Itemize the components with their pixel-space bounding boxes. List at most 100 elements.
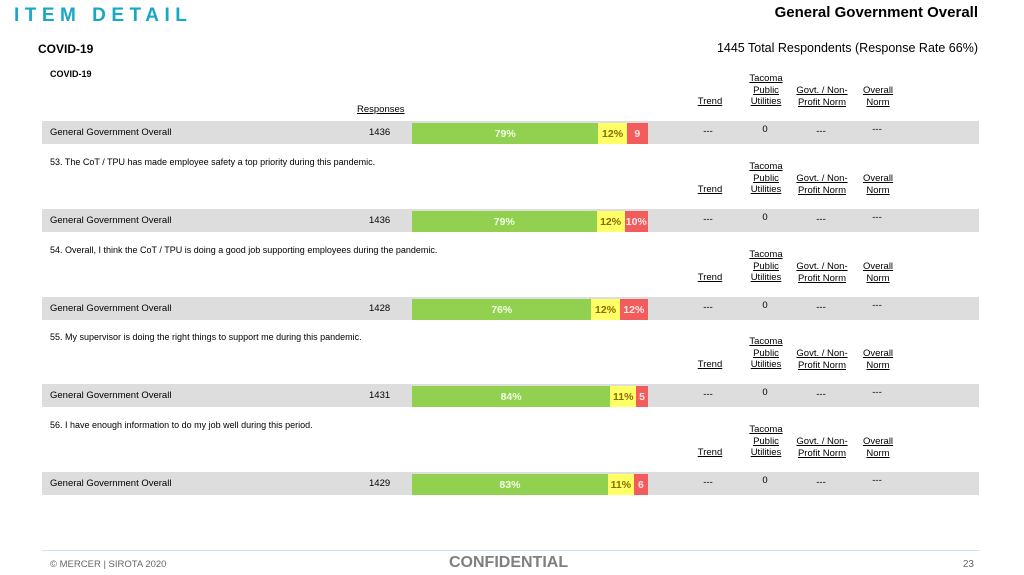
- row-label: General Government Overall: [50, 390, 172, 401]
- response-count: 1428: [369, 303, 391, 314]
- govt-norm-value: ---: [816, 389, 826, 400]
- tpu-header-line: Utilities: [750, 184, 782, 195]
- govt-norm-header-line: Profit Norm: [797, 447, 847, 459]
- overall-norm-value: ---: [872, 212, 882, 223]
- unfavorable-segment: 9: [626, 123, 648, 144]
- overall-norm-header-line: Overall: [862, 85, 894, 96]
- neutral-segment: 12%: [596, 211, 625, 232]
- overall-norm-header-line: Overall: [862, 436, 894, 447]
- trend-value: ---: [703, 302, 713, 313]
- tpu-header-line: Public: [753, 172, 779, 184]
- favorable-segment: 76%: [412, 299, 592, 320]
- overall-norm-header-line: Norm: [866, 96, 890, 108]
- govt-norm-value: ---: [816, 214, 826, 225]
- govt-norm-header-line: Govt. / Non-: [796, 436, 848, 447]
- govt-norm-header-line: Govt. / Non-: [796, 348, 848, 359]
- overall-norm-header: Overall Norm: [858, 85, 898, 108]
- overall-norm-value: ---: [872, 124, 882, 135]
- overall-norm-header-line: Norm: [866, 272, 890, 284]
- confidential-label: CONFIDENTIAL: [449, 554, 569, 571]
- neutral-segment: 12%: [591, 299, 620, 320]
- neutral-segment: 11%: [607, 474, 634, 495]
- tpu-header-line: Public: [753, 435, 779, 447]
- tpu-value: 0: [762, 212, 768, 223]
- question-text: COVID-19: [50, 69, 92, 79]
- response-count: 1436: [369, 127, 391, 138]
- neutral-segment: 12%: [598, 123, 627, 144]
- tpu-header: Tacoma Public Utilities: [741, 73, 791, 108]
- tpu-header-line: Tacoma: [749, 336, 783, 347]
- trend-value: ---: [703, 389, 713, 400]
- overall-norm-value: ---: [872, 387, 882, 398]
- page-title: ITEM DETAIL: [14, 5, 193, 26]
- govt-norm-header-line: Profit Norm: [797, 184, 847, 196]
- table-row: General Government Overall 1436 79% 12% 9 ---…: [42, 121, 979, 144]
- tpu-header-line: Tacoma: [749, 161, 783, 172]
- overall-norm-header-line: Norm: [866, 447, 890, 459]
- overall-norm-header: Overall Norm: [858, 173, 898, 196]
- tpu-header-line: Tacoma: [749, 249, 783, 260]
- overall-norm-header-line: Overall: [862, 348, 894, 359]
- favorable-segment: 79%: [412, 123, 599, 144]
- govt-norm-header-line: Profit Norm: [797, 359, 847, 371]
- govt-norm-header: Govt. / Non- Profit Norm: [792, 348, 852, 371]
- report-name: General Government Overall: [774, 4, 978, 21]
- govt-norm-header: Govt. / Non- Profit Norm: [792, 261, 852, 284]
- table-row: General Government Overall 1428 76% 12% 12% -…: [42, 297, 979, 320]
- section-subtitle: COVID-19: [38, 42, 94, 56]
- overall-norm-header-line: Overall: [862, 261, 894, 272]
- tpu-header-line: Public: [753, 347, 779, 359]
- table-row: General Government Overall 1436 79% 12% 10% -…: [42, 209, 979, 232]
- footer-divider: [42, 550, 979, 551]
- row-label: General Government Overall: [50, 127, 172, 138]
- stacked-bar: 84% 11% 5: [412, 386, 648, 407]
- govt-norm-header-line: Profit Norm: [797, 272, 847, 284]
- tpu-header-line: Utilities: [750, 447, 782, 458]
- neutral-segment: 11%: [610, 386, 637, 407]
- tpu-value: 0: [762, 475, 768, 486]
- overall-norm-header: Overall Norm: [858, 436, 898, 459]
- tpu-header: Tacoma Public Utilities: [741, 161, 791, 196]
- question-text: 54. Overall, I think the CoT / TPU is do…: [50, 245, 438, 255]
- row-label: General Government Overall: [50, 215, 172, 226]
- trend-value: ---: [703, 126, 713, 137]
- govt-norm-header: Govt. / Non- Profit Norm: [792, 85, 852, 108]
- overall-norm-header: Overall Norm: [858, 348, 898, 371]
- favorable-segment: 84%: [412, 386, 611, 407]
- tpu-header-line: Tacoma: [749, 424, 783, 435]
- overall-norm-value: ---: [872, 475, 882, 486]
- tpu-header-line: Utilities: [750, 359, 782, 370]
- trend-header: Trend: [697, 272, 723, 283]
- tpu-value: 0: [762, 124, 768, 135]
- tpu-header-line: Utilities: [750, 272, 782, 283]
- question-text: 53. The CoT / TPU has made employee safe…: [50, 157, 376, 167]
- govt-norm-value: ---: [816, 302, 826, 313]
- copyright: © MERCER | SIROTA 2020: [50, 559, 167, 570]
- unfavorable-segment: 5: [636, 386, 648, 407]
- overall-norm-value: ---: [872, 300, 882, 311]
- favorable-segment: 79%: [412, 211, 597, 232]
- stacked-bar: 83% 11% 6: [412, 474, 648, 495]
- overall-norm-header: Overall Norm: [858, 261, 898, 284]
- tpu-header-line: Tacoma: [749, 73, 783, 84]
- stacked-bar: 76% 12% 12%: [412, 299, 648, 320]
- tpu-header-line: Public: [753, 260, 779, 272]
- tpu-value: 0: [762, 387, 768, 398]
- trend-header: Trend: [697, 96, 723, 107]
- govt-norm-value: ---: [816, 126, 826, 137]
- tpu-header: Tacoma Public Utilities: [741, 336, 791, 371]
- tpu-header: Tacoma Public Utilities: [741, 424, 791, 459]
- stacked-bar: 79% 12% 10%: [412, 211, 648, 232]
- response-count: 1429: [369, 478, 391, 489]
- respondents-summary: 1445 Total Respondents (Response Rate 66…: [716, 41, 978, 55]
- govt-norm-header-line: Profit Norm: [797, 96, 847, 108]
- page-number: 23: [962, 559, 974, 570]
- row-label: General Government Overall: [50, 303, 172, 314]
- trend-value: ---: [703, 214, 713, 225]
- response-count: 1436: [369, 215, 391, 226]
- question-text: 56. I have enough information to do my j…: [50, 420, 313, 430]
- trend-header: Trend: [697, 359, 723, 370]
- responses-header: Responses: [357, 104, 405, 115]
- govt-norm-header-line: Govt. / Non-: [796, 173, 848, 184]
- govt-norm-value: ---: [816, 477, 826, 488]
